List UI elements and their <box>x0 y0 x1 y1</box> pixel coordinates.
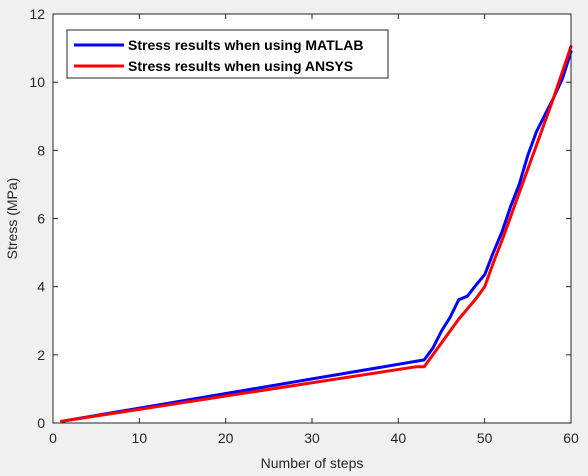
y-tick-label: 2 <box>37 347 45 363</box>
x-tick-label: 50 <box>477 430 493 446</box>
y-tick-label: 0 <box>37 415 45 431</box>
y-tick-label: 6 <box>37 211 45 227</box>
legend-label-ansys: Stress results when using ANSYS <box>128 58 353 74</box>
x-tick-label: 40 <box>391 430 407 446</box>
x-tick-label: 20 <box>218 430 234 446</box>
x-tick-label: 10 <box>132 430 148 446</box>
x-tick-label: 30 <box>304 430 320 446</box>
legend-box <box>66 29 389 79</box>
y-tick-label: 12 <box>29 6 45 22</box>
x-axis-label: Number of steps <box>261 455 364 471</box>
x-ticks: 0 10 20 30 40 50 60 <box>49 14 579 446</box>
legend: Stress results when using MATLAB Stress … <box>66 29 389 79</box>
series-layer <box>60 44 573 423</box>
y-tick-label: 8 <box>37 142 45 158</box>
y-tick-label: 4 <box>37 279 45 295</box>
y-ticks: 0 2 4 6 8 10 12 <box>29 6 571 431</box>
series-line-matlab <box>60 50 573 423</box>
series-line-ansys <box>60 44 573 423</box>
y-tick-label: 10 <box>29 74 45 90</box>
plot-area <box>53 14 571 423</box>
x-tick-label: 60 <box>563 430 579 446</box>
y-axis-label: Stress (MPa) <box>4 178 20 260</box>
x-tick-label: 0 <box>49 430 57 446</box>
legend-label-matlab: Stress results when using MATLAB <box>128 37 363 53</box>
